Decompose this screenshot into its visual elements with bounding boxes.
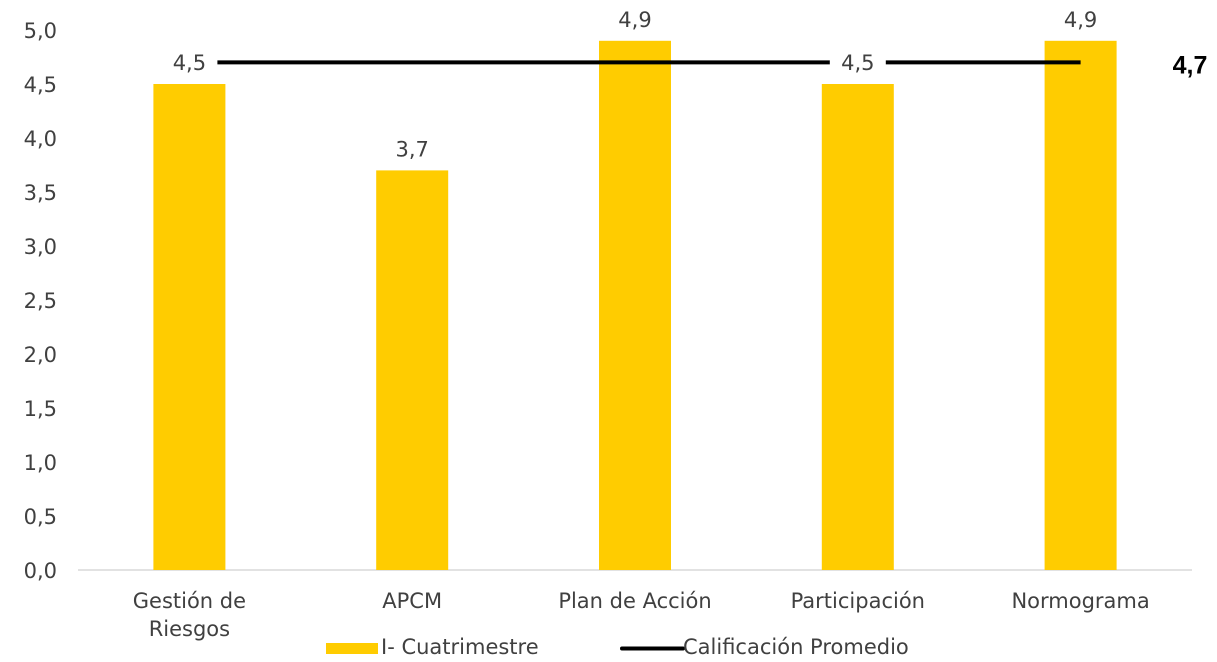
bar [821, 84, 894, 570]
y-tick-label: 5,0 [24, 19, 57, 43]
bar-series [153, 40, 1117, 571]
y-tick-label: 4,5 [24, 73, 57, 97]
legend-label-bar: I- Cuatrimestre [381, 635, 539, 659]
y-axis: 0,0 0,5 1,0 1,5 2,0 2,5 3,0 3,5 4,0 4,5 5,0 [24, 19, 57, 583]
x-tick-label: Plan de Acción [558, 589, 711, 613]
x-axis: Gestión de Riesgos APCM Plan de Acción Parti… [78, 569, 1192, 641]
bar-label-background [607, 5, 663, 33]
bar [599, 40, 671, 571]
y-tick-label: 2,0 [24, 343, 57, 367]
legend-swatch-bar [326, 643, 378, 654]
bar-value-label: 4,9 [1064, 8, 1097, 32]
y-tick-label: 4,0 [24, 127, 57, 151]
y-tick-label: 0,0 [24, 559, 57, 583]
bar-data-labels: 4,5 3,7 4,9 4,5 4,9 [161, 5, 1109, 163]
legend-label-line: Calificación Promedio [683, 635, 909, 659]
bar-value-label: 3,7 [395, 137, 428, 161]
bar-label-background [829, 49, 886, 76]
x-tick-label: Gestión de Riesgos [133, 589, 246, 641]
bar-label-background [1052, 5, 1109, 33]
bar [1044, 40, 1117, 571]
y-tick-label: 3,5 [24, 181, 57, 205]
bar-value-label: 4,5 [173, 51, 206, 75]
y-tick-label: 0,5 [24, 505, 57, 529]
y-tick-label: 1,5 [24, 397, 57, 421]
y-tick-label: 2,5 [24, 289, 57, 313]
bar-label-background [161, 49, 218, 76]
bar-value-label: 4,5 [841, 51, 874, 75]
bar-value-label: 4,9 [618, 8, 651, 32]
average-value-label: 4,7 [1173, 51, 1208, 79]
bar-label-background [384, 135, 441, 163]
y-tick-label: 1,0 [24, 451, 57, 475]
y-tick-label: 3,0 [24, 235, 57, 259]
bar [376, 170, 449, 570]
bar [153, 84, 226, 570]
x-tick-label: APCM [382, 589, 442, 613]
x-tick-label: Normograma [1011, 589, 1149, 613]
average-line-series: 4,7 [189, 51, 1207, 79]
legend: I- Cuatrimestre Calificación Promedio [326, 635, 909, 659]
x-tick-label: Participación [791, 589, 925, 613]
